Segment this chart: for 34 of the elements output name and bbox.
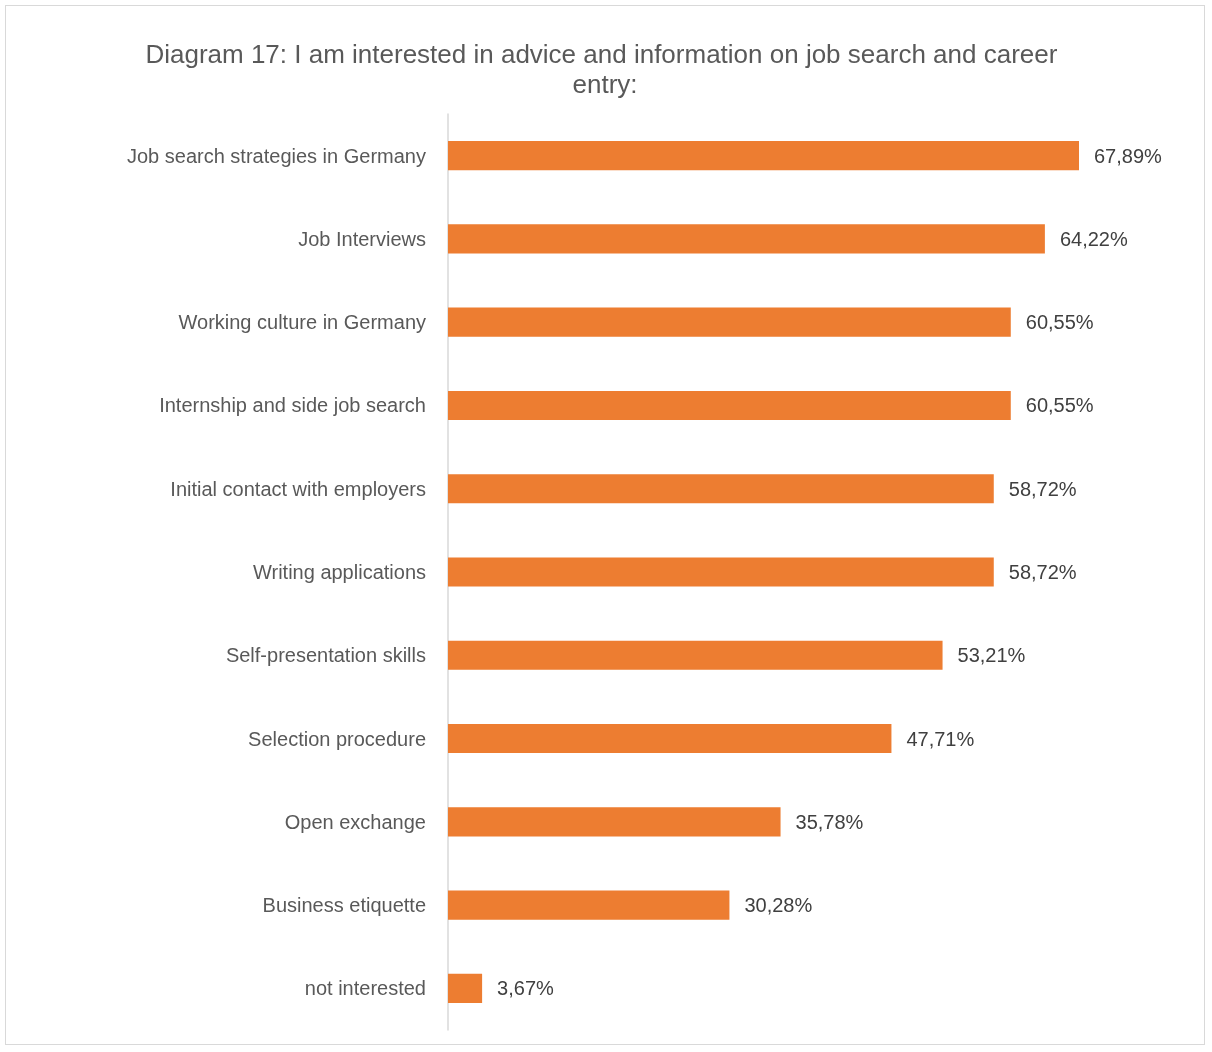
- data-label: 53,21%: [957, 644, 1026, 667]
- y-tick-label: Job search strategies in Germany: [126, 144, 426, 167]
- data-label: 58,72%: [1008, 561, 1077, 583]
- data-label: 60,55%: [1025, 394, 1094, 417]
- bar: [448, 474, 994, 504]
- y-tick-label: Job Interviews: [298, 227, 426, 250]
- bar: [448, 640, 943, 670]
- y-tick-label: Selection procedure: [248, 727, 426, 750]
- y-tick-label: not interested: [304, 977, 426, 1000]
- data-label: 30,28%: [744, 894, 813, 917]
- bar: [448, 557, 994, 587]
- bar: [448, 973, 483, 1003]
- y-tick-label: Self-presentation skills: [225, 644, 426, 667]
- data-label: 47,71%: [906, 727, 975, 750]
- data-label: 60,55%: [1025, 311, 1094, 334]
- data-label: 35,78%: [795, 810, 864, 833]
- bar: [448, 723, 892, 754]
- data-label: 58,72%: [1008, 477, 1077, 500]
- bar: [448, 807, 781, 837]
- y-tick-label: Open exchange: [284, 810, 426, 833]
- bar: [448, 890, 730, 920]
- data-label: 67,89%: [1094, 144, 1163, 167]
- chart-title: Diagram 17: I am interested in advice and information on job search and career entry:: [145, 39, 1065, 99]
- bar: [448, 307, 1011, 337]
- y-tick-label: Internship and side job search: [159, 394, 426, 417]
- data-label: 3,67%: [497, 977, 555, 1000]
- bar: [448, 390, 1011, 421]
- bar: [448, 141, 1079, 171]
- y-tick-label: Writing applications: [252, 561, 426, 583]
- y-tick-label: Business etiquette: [262, 894, 426, 917]
- y-tick-label: Initial contact with employers: [170, 477, 426, 500]
- y-tick-label: Working culture in Germany: [178, 311, 426, 334]
- bar: [448, 224, 1045, 254]
- data-label: 64,22%: [1059, 227, 1128, 250]
